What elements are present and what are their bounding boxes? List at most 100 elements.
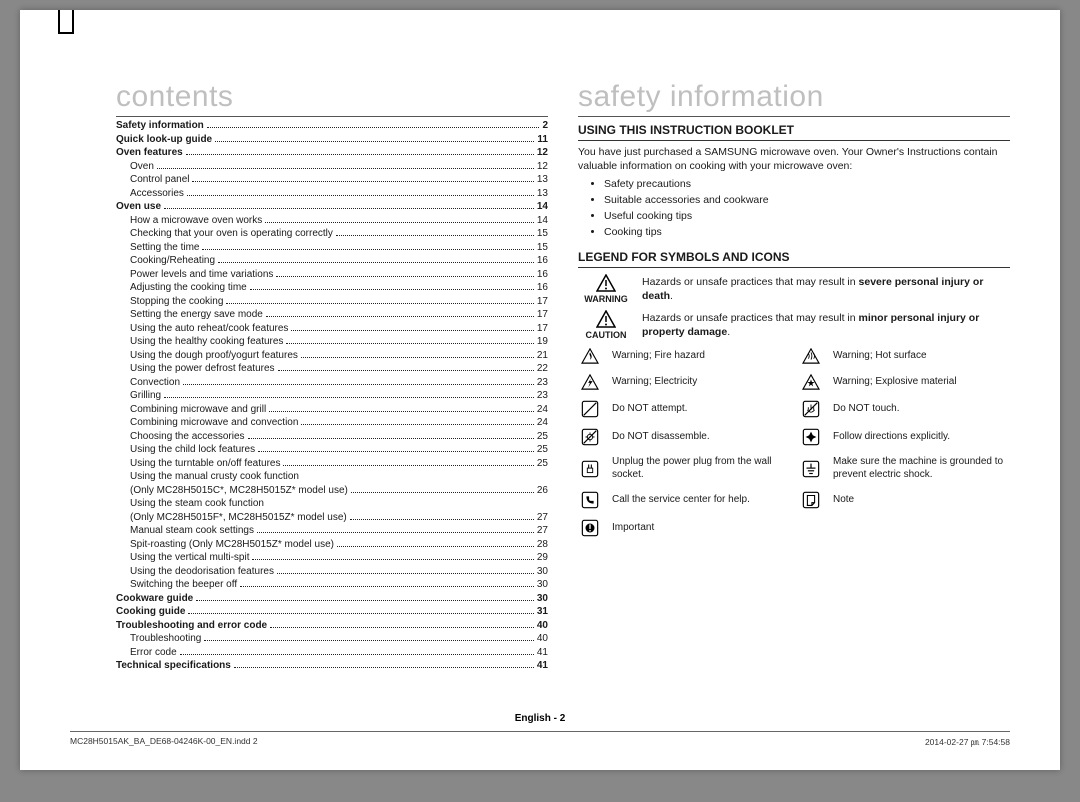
toc-dots: [186, 148, 534, 155]
toc-label: Safety information: [116, 119, 204, 133]
toc-dots: [215, 135, 534, 142]
toc-label: Accessories: [116, 187, 184, 201]
ground-icon: [799, 460, 823, 478]
toc-page: 40: [537, 619, 548, 633]
toc-row: Using the steam cook function: [116, 497, 548, 511]
toc-dots: [164, 391, 534, 398]
toc-label: Cooking guide: [116, 605, 185, 619]
toc-dots: [157, 162, 534, 169]
toc-label: Spit-roasting (Only MC28H5015Z* model us…: [116, 538, 334, 552]
toc-dots: [180, 648, 534, 655]
toc-dots: [270, 621, 534, 628]
toc-page: 13: [537, 173, 548, 187]
toc-page: 25: [537, 430, 548, 444]
toc-page: 25: [537, 443, 548, 457]
toc-dots: [204, 634, 534, 641]
contents-column: contents Safety information2Quick look-u…: [116, 80, 548, 673]
toc-label: Combining microwave and grill: [116, 403, 266, 417]
toc-page: 24: [537, 403, 548, 417]
toc-dots: [218, 256, 534, 263]
bullet-item: Suitable accessories and cookware: [604, 193, 1010, 209]
icon-description: Unplug the power plug from the wall sock…: [612, 456, 789, 481]
toc-row: (Only MC28H5015C*, MC28H5015Z* model use…: [116, 484, 548, 498]
toc-page: 15: [537, 227, 548, 241]
toc-page: 16: [537, 254, 548, 268]
warning-text-pre: Hazards or unsafe practices that may res…: [642, 276, 859, 288]
toc-page: 30: [537, 578, 548, 592]
toc-label: Using the child lock features: [116, 443, 255, 457]
toc-dots: [226, 297, 533, 304]
toc-page: 21: [537, 349, 548, 363]
using-booklet-paragraph: You have just purchased a SAMSUNG microw…: [578, 145, 1010, 173]
toc-label: Using the vertical multi-spit: [116, 551, 249, 565]
explosive-icon: [799, 374, 823, 390]
toc-dots: [291, 324, 533, 331]
toc-label: Cooking/Reheating: [116, 254, 215, 268]
warning-icon-col: WARNING: [578, 274, 634, 304]
toc-dots: [301, 351, 534, 358]
toc-page: 15: [537, 241, 548, 255]
caution-icon-col: CAUTION: [578, 310, 634, 340]
toc-row: Troubleshooting40: [116, 632, 548, 646]
toc-row: Cooking/Reheating 16: [116, 254, 548, 268]
toc-dots: [277, 567, 534, 574]
toc-dots: [196, 594, 534, 601]
toc-dots: [202, 243, 533, 250]
note-icon: [799, 491, 823, 509]
toc-label: Using the turntable on/off features: [116, 457, 280, 471]
icon-description: Do NOT disassemble.: [612, 431, 789, 444]
toc-row: Troubleshooting and error code 40: [116, 619, 548, 633]
toc-page: 22: [537, 362, 548, 376]
binder-mark: [58, 10, 74, 34]
toc-row: Grilling23: [116, 389, 548, 403]
unplug-icon: [578, 460, 602, 478]
toc-label: Control panel: [116, 173, 189, 187]
toc-dots: [188, 607, 533, 614]
warning-row: WARNING Hazards or unsafe practices that…: [578, 274, 1010, 304]
warning-text: Hazards or unsafe practices that may res…: [642, 274, 1010, 303]
icon-description: Make sure the machine is grounded to pre…: [833, 456, 1010, 481]
toc-row: Setting the time15: [116, 241, 548, 255]
toc-label: Error code: [116, 646, 177, 660]
toc-row: Oven use14: [116, 200, 548, 214]
toc-row: Convection23: [116, 376, 548, 390]
toc-row: Manual steam cook settings27: [116, 524, 548, 538]
toc-label: Using the manual crusty cook function: [116, 470, 299, 484]
icon-description: Warning; Hot surface: [833, 350, 1010, 363]
toc-row: Technical specifications41: [116, 659, 548, 673]
toc-label: How a microwave oven works: [116, 214, 262, 228]
icon-description: Important: [612, 522, 789, 535]
toc-row: Spit-roasting (Only MC28H5015Z* model us…: [116, 538, 548, 552]
toc-row: Oven12: [116, 160, 548, 174]
toc-page: 17: [537, 308, 548, 322]
toc-label: Troubleshooting and error code: [116, 619, 267, 633]
toc-label: Oven features: [116, 146, 183, 160]
toc-page: 41: [537, 646, 548, 660]
toc-row: Using the auto reheat/cook features17: [116, 322, 548, 336]
toc-row: Using the deodorisation features30: [116, 565, 548, 579]
bullet-item: Useful cooking tips: [604, 209, 1010, 225]
table-of-contents: Safety information 2Quick look-up guide11…: [116, 119, 548, 673]
toc-page: 16: [537, 268, 548, 282]
toc-row: Power levels and time variations16: [116, 268, 548, 282]
toc-page: 26: [537, 484, 548, 498]
toc-dots: [283, 459, 533, 466]
toc-row: Quick look-up guide11: [116, 133, 548, 147]
toc-page: 2: [542, 119, 548, 133]
no-touch-icon: [799, 400, 823, 418]
toc-dots: [269, 405, 534, 412]
toc-page: 29: [537, 551, 548, 565]
toc-dots: [266, 310, 534, 317]
bullet-item: Safety precautions: [604, 177, 1010, 193]
toc-label: Manual steam cook settings: [116, 524, 254, 538]
toc-row: Accessories 13: [116, 187, 548, 201]
footer-left: MC28H5015AK_BA_DE68-04246K-00_EN.indd 2: [70, 736, 258, 748]
toc-page: 13: [537, 187, 548, 201]
toc-page: 12: [537, 160, 548, 174]
toc-page: 30: [537, 565, 548, 579]
toc-dots: [257, 526, 534, 533]
bullet-item: Cooking tips: [604, 225, 1010, 241]
toc-dots: [265, 216, 534, 223]
toc-row: Setting the energy save mode17: [116, 308, 548, 322]
toc-page: 14: [537, 214, 548, 228]
